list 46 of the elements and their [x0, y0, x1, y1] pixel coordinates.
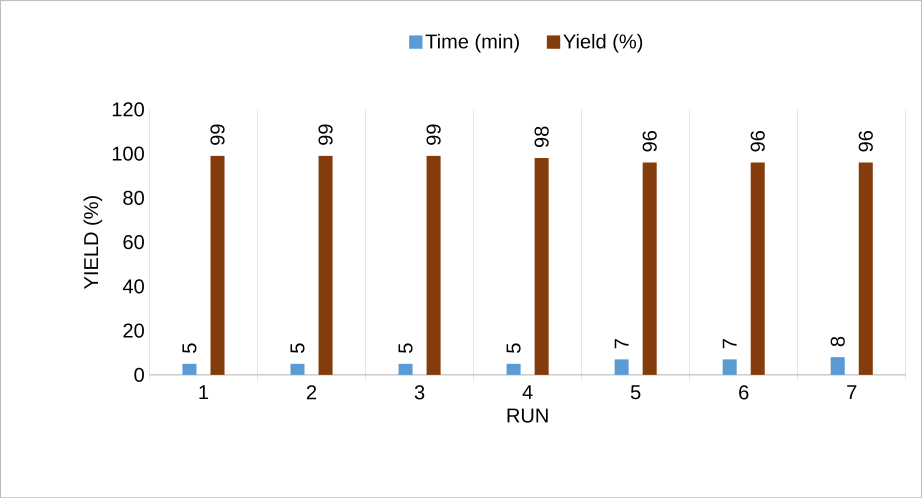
legend-label: Yield (%) — [563, 34, 642, 52]
y-tick-label: 0 — [134, 368, 144, 382]
bar — [830, 357, 845, 375]
bar — [398, 364, 413, 375]
x-tick-label: 4 — [522, 385, 533, 399]
x-tick-label: 2 — [306, 385, 316, 400]
bar — [750, 162, 765, 375]
y-tick-label: 100 — [112, 146, 144, 161]
y-tick-label: 60 — [123, 234, 144, 250]
bar — [426, 156, 441, 375]
data-label: 96 — [858, 130, 873, 152]
data-label: 7 — [722, 339, 737, 348]
y-tick-label: 40 — [122, 279, 144, 294]
y-tick-label: 120 — [112, 102, 144, 116]
x-tick-label: 1 — [199, 385, 208, 399]
x-tick-label: 7 — [847, 385, 856, 399]
data-label: 7 — [614, 339, 629, 348]
y-tick-label: 20 — [123, 323, 144, 338]
y-axis-title: YIELD (%) — [83, 196, 102, 289]
legend-label: Time (min) — [426, 34, 519, 52]
x-axis-title: RUN — [508, 408, 548, 422]
x-tick-label: 6 — [739, 385, 748, 400]
data-label: 96 — [642, 130, 657, 152]
bar — [614, 359, 629, 375]
data-label: 5 — [398, 343, 413, 353]
bar — [318, 156, 333, 375]
data-label: 96 — [750, 130, 765, 152]
bar — [534, 158, 549, 375]
data-label: 99 — [210, 124, 225, 145]
data-label: 99 — [426, 124, 441, 145]
bar — [182, 364, 196, 375]
data-label: 8 — [830, 336, 845, 346]
data-label: 5 — [290, 343, 304, 353]
data-label: 99 — [318, 124, 333, 145]
bar — [858, 162, 873, 375]
data-label: 5 — [506, 343, 521, 353]
x-tick-label: 5 — [630, 385, 640, 400]
bar — [642, 162, 657, 375]
bar — [290, 364, 305, 375]
y-tick-label: 80 — [123, 190, 144, 205]
x-tick-label: 3 — [414, 385, 424, 400]
bar — [210, 156, 225, 375]
data-label: 5 — [182, 343, 196, 353]
bar — [506, 364, 521, 375]
bar — [722, 359, 737, 375]
data-label: 98 — [534, 126, 549, 147]
